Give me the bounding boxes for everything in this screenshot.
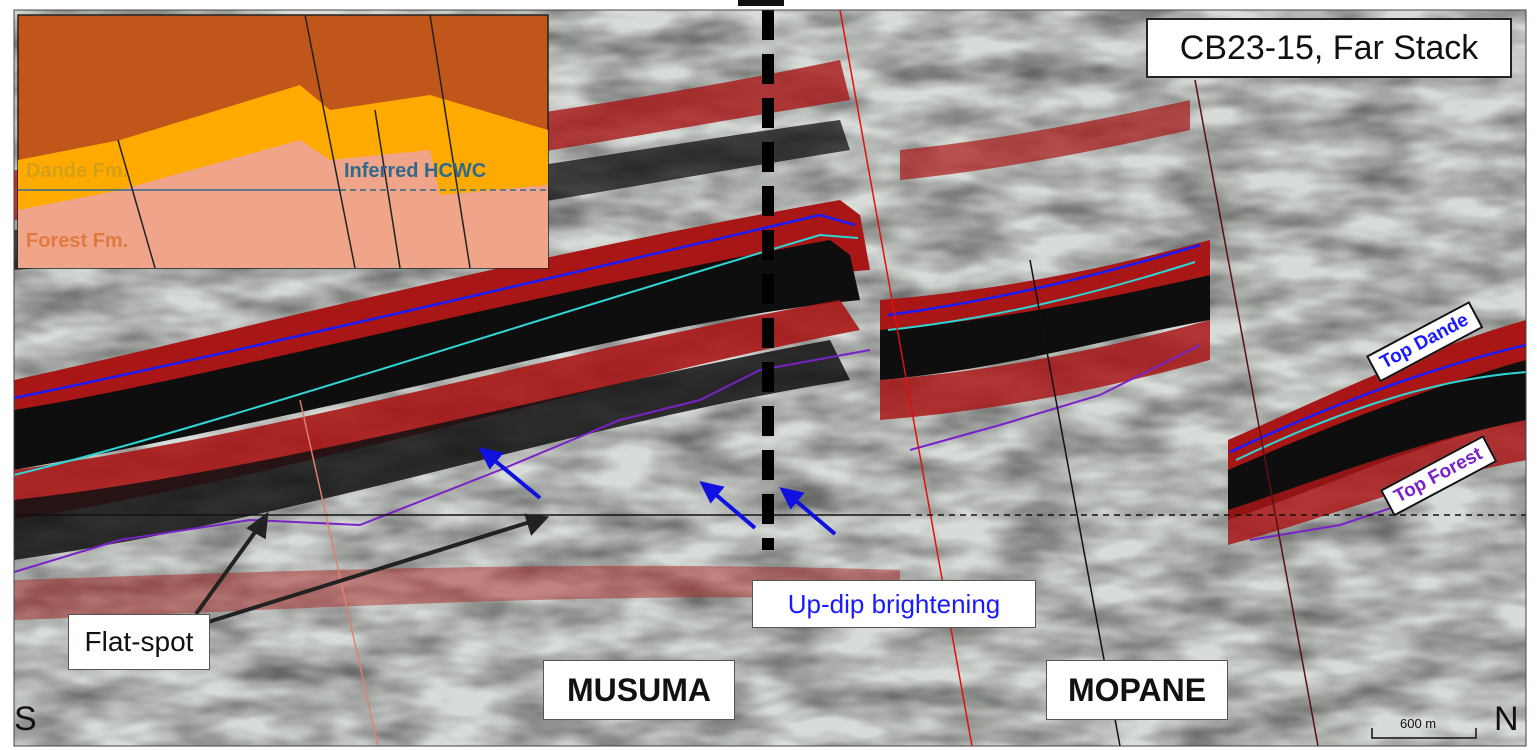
inset-schematic xyxy=(17,14,549,269)
inset-forest-label: Forest Fm. xyxy=(26,230,129,252)
section-title: CB23-15, Far Stack xyxy=(1146,18,1512,78)
flat-spot-arrows xyxy=(194,511,550,624)
scale-bar xyxy=(1371,728,1477,739)
scale-bar-label: 600 m xyxy=(1400,716,1437,731)
section-frame xyxy=(13,9,1527,747)
musuma-label: MUSUMA xyxy=(543,660,735,720)
north-label: N xyxy=(1494,700,1519,738)
mopane-label: MOPANE xyxy=(1046,660,1228,720)
south-label: S xyxy=(14,700,37,738)
inset-dande-label: Dande Fm. xyxy=(26,160,129,182)
well-top-marker xyxy=(738,0,784,6)
flat-spot-label: Flat-spot xyxy=(68,614,210,670)
updip-brightening-label: Up-dip brightening xyxy=(752,580,1036,628)
updip-arrows xyxy=(478,447,837,536)
horizon-lines xyxy=(14,213,1526,573)
inset-hcwc-label: Inferred HCWC xyxy=(344,160,487,182)
